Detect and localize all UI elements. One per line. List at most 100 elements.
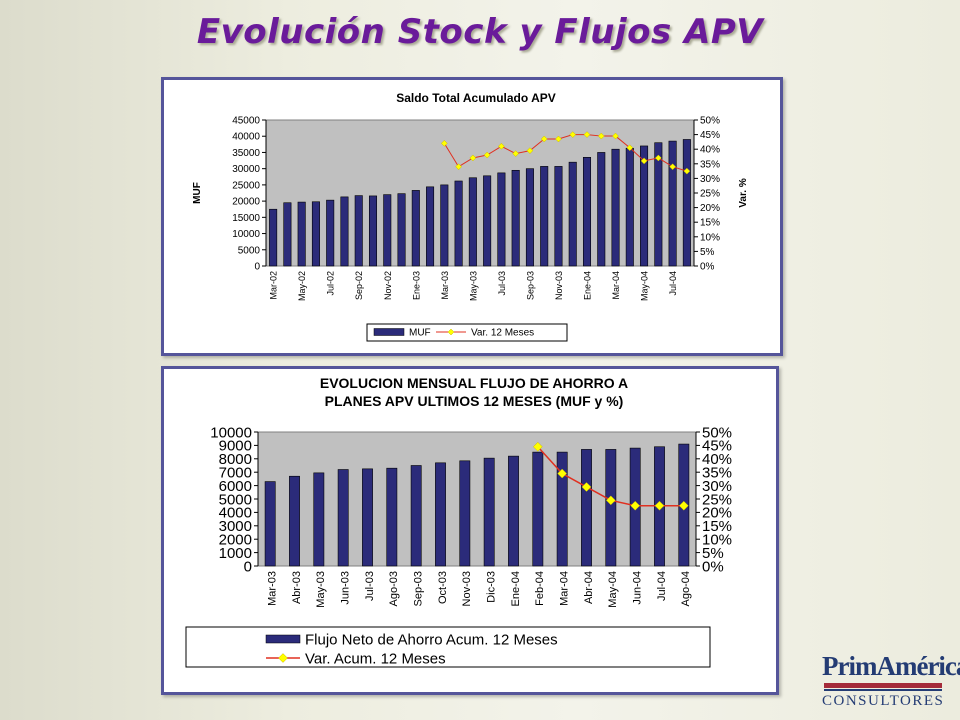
line-marker <box>654 500 665 511</box>
x-axis-tick-label: Sep-03 <box>525 271 535 300</box>
bar <box>605 449 617 567</box>
bar <box>640 145 649 267</box>
slide-title: Evolución Stock y Flujos APV <box>196 12 764 52</box>
left-axis-tick-label: 10000 <box>210 424 252 441</box>
bar <box>468 177 477 267</box>
line-marker <box>654 154 662 162</box>
line-marker <box>455 163 462 171</box>
right-axis-tick-label: 10% <box>702 531 732 548</box>
legend-box <box>185 626 711 668</box>
x-axis-tick-label: Ago-04 <box>680 571 692 606</box>
line-marker <box>605 495 616 506</box>
stock-chart-panel: Saldo Total Acumulado APV 0 5000 10000 15000… <box>161 77 783 356</box>
x-axis-tick-label: Mar-04 <box>611 271 621 300</box>
legend-box <box>366 323 568 342</box>
left-axis-tick-label: 2000 <box>219 531 252 548</box>
bar <box>511 169 520 267</box>
logo-bar-thin <box>824 689 942 691</box>
left-axis-tick-label: 1000 <box>219 545 252 562</box>
x-axis-tick-label: Nov-03 <box>554 271 564 300</box>
right-axis-tick-label: 40% <box>702 451 732 468</box>
left-axis-tick-label: 9000 <box>219 438 252 455</box>
x-axis-tick-label: Jul-04 <box>656 571 668 601</box>
line-marker <box>512 150 520 157</box>
logo-bar <box>824 683 942 688</box>
x-axis-tick-label: Mar-03 <box>440 271 450 300</box>
left-axis-tick-label: 40000 <box>232 132 260 143</box>
bar <box>264 481 276 567</box>
chart-title-line: EVOLUCION MENSUAL FLUJO DE AHORRO A <box>320 375 628 391</box>
bar <box>297 201 306 267</box>
x-axis-tick-label: Ene-04 <box>510 571 522 606</box>
legend-swatch-bars <box>265 634 301 644</box>
x-axis-tick-label: Abr-04 <box>583 571 595 604</box>
right-axis-tick-label: 0% <box>700 262 715 273</box>
right-axis-tick-label: 45% <box>700 130 720 141</box>
bar <box>554 166 563 267</box>
bar <box>540 166 549 267</box>
left-axis-tick-label: 10000 <box>232 229 260 240</box>
right-axis-tick-label: 30% <box>702 478 732 495</box>
x-axis-tick-label: May-02 <box>297 271 307 301</box>
x-axis-tick-label: Nov-03 <box>461 571 473 606</box>
bar <box>582 157 592 267</box>
bar <box>426 186 435 267</box>
x-axis-tick-label: Ene-04 <box>583 271 593 300</box>
stock-chart: Saldo Total Acumulado APV 0 5000 10000 15000… <box>192 91 749 342</box>
bar <box>556 451 568 567</box>
x-axis-tick-label: Sep-02 <box>354 271 364 300</box>
line-marker <box>555 135 562 143</box>
x-axis-tick-label: Jul-02 <box>326 271 336 296</box>
line-marker <box>597 132 605 140</box>
bar <box>337 469 349 567</box>
line-marker <box>498 142 505 150</box>
logo-brand: PrimAmérica <box>822 651 960 681</box>
x-axis-tick-label: May-03 <box>468 271 478 301</box>
right-axis-tick-label: 5% <box>700 247 715 258</box>
bar <box>568 161 577 267</box>
bar <box>354 195 363 267</box>
left-axis-tick-label: 35000 <box>232 148 260 159</box>
right-axis-tick-label: 0% <box>702 558 724 575</box>
bar <box>440 184 449 267</box>
right-axis-tick-label: 15% <box>700 218 720 229</box>
logo-tagline: CONSULTORES <box>822 693 945 709</box>
left-axis-tick-label: 3000 <box>219 518 252 535</box>
x-axis-tick-label: Jun-04 <box>631 571 643 605</box>
bar <box>654 142 663 267</box>
left-axis-tick-label: 0 <box>254 262 260 273</box>
legend-label: MUF <box>409 328 431 339</box>
bar <box>454 180 463 267</box>
bar <box>459 460 471 567</box>
line-marker <box>683 167 691 175</box>
bar <box>668 140 677 267</box>
bar <box>397 193 406 267</box>
x-axis-tick-label: Jul-04 <box>668 271 678 296</box>
x-axis-tick-label: May-04 <box>640 271 650 301</box>
bar <box>289 475 300 567</box>
left-axis-tick-label: 8000 <box>219 451 252 468</box>
right-axis-tick-label: 50% <box>702 424 732 441</box>
x-axis-tick-label: Mar-04 <box>558 571 570 606</box>
right-axis-tick-label: 10% <box>700 232 720 243</box>
bar <box>411 190 420 267</box>
legend-swatch-marker <box>447 328 455 336</box>
right-axis-title: Var. % <box>738 178 749 208</box>
left-axis-tick-label: 5000 <box>219 491 252 508</box>
bar <box>283 202 292 267</box>
left-axis-tick-label: 25000 <box>232 180 260 191</box>
bar <box>508 455 519 567</box>
line-marker <box>532 441 543 452</box>
x-axis-tick-label: Jul-03 <box>364 571 376 601</box>
bar <box>368 195 378 267</box>
x-axis-tick-label: Ene-03 <box>411 271 421 300</box>
left-axis-tick-label: 20000 <box>232 197 260 208</box>
legend-swatch-bars <box>373 328 405 336</box>
bar <box>532 451 544 567</box>
line-marker <box>630 500 641 511</box>
flow-chart-panel: EVOLUCION MENSUAL FLUJO DE AHORRO A PLANE… <box>161 366 779 695</box>
left-axis-tick-label: 15000 <box>232 213 260 224</box>
chart-title-line: Saldo Total Acumulado APV <box>396 91 556 105</box>
bar <box>326 199 335 267</box>
x-axis-tick-label: Sep-03 <box>412 571 424 606</box>
